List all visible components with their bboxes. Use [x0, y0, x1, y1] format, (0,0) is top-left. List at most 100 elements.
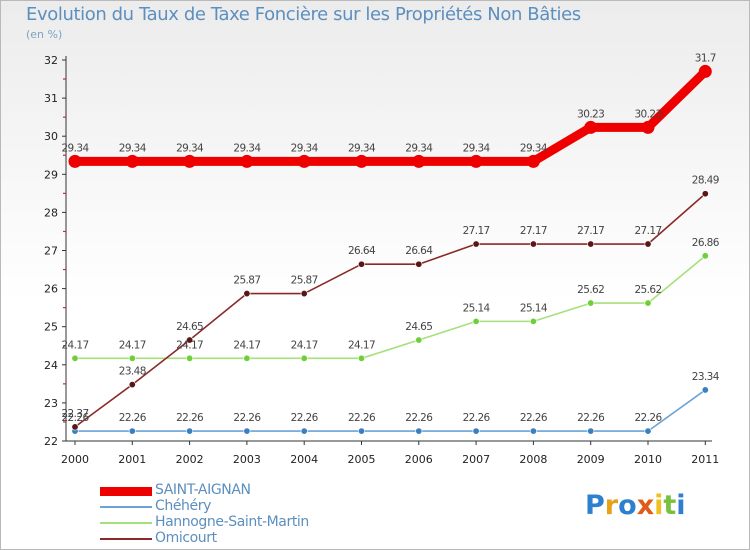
data-label: 23.48	[119, 366, 146, 378]
logo-letter: i	[654, 490, 664, 521]
axes: 22 23 24 25 26 27 28 29 30 31 32 2000 2001 2002 2003 20…	[44, 54, 719, 466]
data-point	[128, 381, 136, 389]
data-label: 24.17	[176, 339, 203, 351]
data-label: 29.34	[348, 142, 376, 154]
data-label: 22.26	[463, 412, 491, 424]
data-point	[300, 290, 308, 298]
y-tick-label: 22	[44, 435, 58, 448]
data-label: 27.17	[463, 225, 490, 237]
data-point	[701, 386, 709, 394]
data-label: 24.17	[291, 339, 318, 351]
series-line-hannogne-saint-martin	[74, 255, 707, 360]
series-line-omicourt	[74, 192, 707, 428]
data-point	[644, 240, 652, 248]
data-point	[243, 290, 251, 298]
data-label: 30.23	[634, 108, 661, 120]
data-point	[529, 427, 537, 435]
data-point	[415, 427, 423, 435]
data-label: 29.34	[61, 142, 89, 154]
data-point	[243, 354, 251, 362]
data-label: 22.37	[61, 408, 88, 420]
data-point	[183, 154, 197, 168]
data-label: 22.26	[119, 412, 147, 424]
chart-title: Evolution du Taux de Taxe Foncière sur l…	[26, 4, 581, 25]
data-label: 24.17	[61, 339, 88, 351]
data-point	[644, 299, 652, 307]
x-tick-label: 2005	[348, 453, 376, 466]
y-tick-label: 24	[44, 359, 58, 372]
x-tick-label: 2011	[691, 453, 719, 466]
data-point	[529, 240, 537, 248]
logo-letter: x	[636, 490, 655, 521]
logo-letter: r	[604, 490, 619, 521]
data-point	[472, 317, 480, 325]
data-point	[641, 120, 655, 134]
legend-label-chehery: Chéhéry	[155, 498, 211, 514]
data-label: 27.17	[634, 225, 661, 237]
legend-label-omicourt: Omicourt	[155, 530, 217, 546]
x-tick-label: 2003	[233, 453, 261, 466]
series-line-chehery	[74, 389, 707, 432]
data-point	[587, 240, 595, 248]
data-label: 25.62	[634, 284, 661, 296]
labels-layer: 22.26 22.26 22.26 22.26 22.26 22.26 22.26 22.26…	[61, 52, 720, 424]
data-point	[68, 154, 82, 168]
logo-letter: i	[676, 490, 686, 521]
data-label: 22.26	[405, 412, 433, 424]
data-point	[526, 154, 540, 168]
legend-swatch-hannogne	[100, 522, 152, 524]
data-label: 22.26	[348, 412, 376, 424]
y-tick-label: 28	[44, 206, 58, 219]
data-label: 22.26	[520, 412, 548, 424]
data-label: 22.26	[61, 412, 89, 424]
plot-area: 22 23 24 25 26 27 28 29 30 31 32 2000 2001 2002 2003 20…	[44, 52, 720, 466]
data-label: 22.26	[291, 412, 319, 424]
y-tick-label: 23	[44, 397, 58, 410]
data-point	[587, 299, 595, 307]
legend-swatch-omicourt	[100, 538, 152, 540]
data-label: 28.49	[692, 175, 719, 187]
data-point	[186, 336, 194, 344]
data-label: 26.64	[348, 245, 376, 257]
data-point	[128, 427, 136, 435]
y-tick-label: 32	[44, 54, 58, 67]
data-label: 26.64	[405, 245, 433, 257]
data-label: 24.17	[233, 339, 260, 351]
data-point	[71, 423, 79, 431]
data-label: 29.34	[405, 142, 433, 154]
data-label: 24.65	[176, 321, 203, 333]
data-label: 23.34	[692, 371, 720, 383]
data-label: 25.14	[520, 302, 548, 314]
data-point	[357, 354, 365, 362]
series-layer	[68, 64, 712, 435]
data-point	[701, 190, 709, 198]
data-point	[186, 354, 194, 362]
legend-swatch-chehery	[100, 506, 152, 508]
data-label: 26.86	[692, 237, 720, 249]
data-label: 22.26	[233, 412, 261, 424]
proxiti-logo: Proxiti	[585, 490, 686, 521]
data-point	[469, 154, 483, 168]
data-label: 24.17	[348, 339, 375, 351]
data-point	[587, 427, 595, 435]
data-label: 29.34	[463, 142, 491, 154]
data-point	[71, 354, 79, 362]
x-tick-label: 2006	[405, 453, 433, 466]
data-label: 29.34	[520, 142, 548, 154]
data-point	[472, 427, 480, 435]
data-point	[125, 154, 139, 168]
data-point	[297, 154, 311, 168]
data-label: 29.34	[176, 142, 204, 154]
legend-label-saint-aignan: SAINT-AIGNAN	[155, 482, 251, 498]
data-point	[128, 354, 136, 362]
x-tick-label: 2001	[118, 453, 146, 466]
y-tick-label: 26	[44, 283, 58, 296]
data-point	[300, 427, 308, 435]
data-label: 25.87	[233, 275, 260, 287]
y-tick-label: 27	[44, 245, 58, 258]
data-label: 25.87	[291, 275, 318, 287]
data-point	[415, 260, 423, 268]
data-point	[529, 317, 537, 325]
legend-swatch-saint-aignan	[100, 487, 152, 496]
